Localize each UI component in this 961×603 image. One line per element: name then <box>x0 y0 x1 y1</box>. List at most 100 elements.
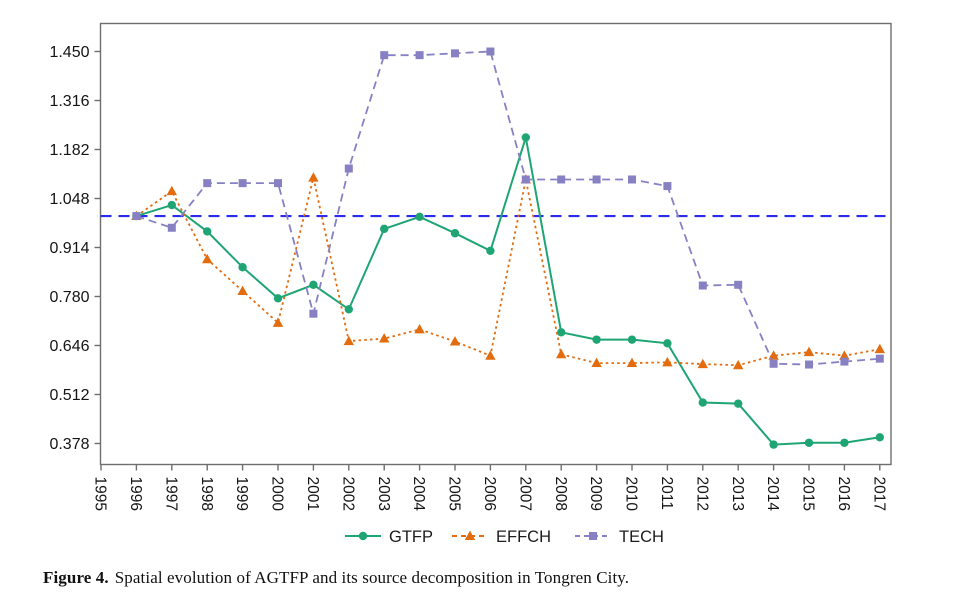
square-marker <box>589 532 597 540</box>
agtfp-line-chart: 1.450 1.316 1.182 1.048 0.914 0.780 0.646 0.512… <box>49 22 892 546</box>
circle-marker <box>557 328 566 337</box>
series-gtfp <box>132 133 884 449</box>
circle-marker <box>344 305 353 314</box>
square-marker <box>380 51 389 60</box>
y-tick-label: 0.512 <box>49 387 89 404</box>
square-marker <box>451 49 459 58</box>
circle-marker <box>358 531 368 541</box>
circle-marker <box>309 280 318 289</box>
figure-caption-label: Figure 4. <box>43 568 109 587</box>
square-marker <box>557 175 566 184</box>
x-tick-label: 2015 <box>800 477 817 511</box>
triangle-marker <box>272 317 284 327</box>
x-tick-label: 2008 <box>552 477 569 511</box>
square-marker <box>344 164 353 173</box>
x-tick-label: 1995 <box>92 477 109 511</box>
triangle-marker <box>237 285 248 296</box>
x-tick-label: 1997 <box>162 477 179 511</box>
legend-label-tech: TECH <box>619 528 664 546</box>
x-tick-label: 2013 <box>729 477 746 511</box>
circle-marker <box>521 133 530 142</box>
plot-frame <box>99 22 892 466</box>
square-marker <box>415 51 424 60</box>
legend-label-gtfp: GTFP <box>389 528 433 546</box>
circle-marker <box>663 339 672 348</box>
square-marker <box>274 179 282 188</box>
x-tick-label: 1999 <box>233 477 250 511</box>
square-marker <box>238 179 247 188</box>
circle-marker <box>804 438 814 447</box>
x-tick-label: 2002 <box>339 477 356 511</box>
circle-marker <box>840 438 849 447</box>
square-marker <box>698 281 707 290</box>
square-marker <box>840 357 849 366</box>
circle-marker <box>415 212 424 221</box>
circle-marker <box>273 294 283 303</box>
y-tick-label: 1.316 <box>49 93 89 110</box>
x-tick-label: 2014 <box>764 477 781 512</box>
triangle-marker <box>839 350 850 360</box>
y-tick-label: 0.914 <box>49 240 89 257</box>
triangle-marker <box>202 253 213 264</box>
y-tick-label: 0.780 <box>49 289 89 306</box>
triangle-marker <box>803 346 815 357</box>
triangle-marker <box>379 333 390 343</box>
circle-marker <box>734 399 743 408</box>
x-tick-label: 2003 <box>375 477 392 511</box>
circle-marker <box>875 433 884 442</box>
series-line-tech <box>136 50 880 366</box>
legend-label-effch: EFFCH <box>496 528 551 546</box>
series-line-gtfp <box>136 137 880 446</box>
triangle-marker <box>464 530 476 540</box>
square-marker <box>875 354 884 363</box>
triangle-marker <box>308 172 319 182</box>
y-tick-label: 1.450 <box>49 44 89 61</box>
triangle-marker <box>556 348 567 359</box>
triangle-marker <box>343 335 354 346</box>
triangle-marker <box>166 185 177 196</box>
x-tick-label: 2010 <box>623 477 640 512</box>
triangle-marker <box>662 356 673 367</box>
legend: GTFP EFFCH TECH <box>345 528 664 546</box>
square-marker <box>663 182 672 191</box>
square-marker <box>203 179 212 188</box>
square-marker <box>486 47 495 56</box>
square-marker <box>805 360 813 369</box>
triangle-marker <box>733 359 744 370</box>
series-tech <box>132 47 884 369</box>
x-tick-label: 2011 <box>658 477 675 510</box>
triangle-marker <box>449 336 461 346</box>
circle-marker <box>486 246 495 255</box>
circle-marker <box>698 398 707 407</box>
square-marker <box>769 359 778 368</box>
legend-item-tech: TECH <box>575 528 664 546</box>
triangle-marker <box>414 324 425 334</box>
y-tick-label: 1.048 <box>49 191 89 208</box>
x-tick-label: 2009 <box>587 477 604 511</box>
circle-marker <box>238 263 247 272</box>
x-tick-label: 2017 <box>870 477 887 511</box>
square-marker <box>309 309 318 318</box>
x-tick-label: 2004 <box>410 477 427 512</box>
square-marker <box>734 280 743 289</box>
x-tick-label: 2005 <box>446 477 463 511</box>
figure-caption-text: Spatial evolution of AGTFP and its sourc… <box>114 568 630 587</box>
square-marker <box>521 175 530 184</box>
y-axis: 1.450 1.316 1.182 1.048 0.914 0.780 0.646 0.512… <box>49 44 101 453</box>
triangle-marker <box>697 358 708 369</box>
x-tick-label: 2012 <box>693 477 710 511</box>
circle-marker <box>167 200 176 210</box>
circle-marker <box>380 224 389 234</box>
circle-marker <box>592 335 601 344</box>
square-marker <box>628 175 636 184</box>
legend-item-effch: EFFCH <box>452 528 551 546</box>
y-tick-label: 1.182 <box>49 142 89 159</box>
x-tick-label: 1998 <box>198 477 215 511</box>
x-tick-label: 2007 <box>516 477 533 511</box>
x-tick-label: 2006 <box>481 477 498 511</box>
circle-marker <box>450 229 460 238</box>
triangle-marker <box>591 357 602 368</box>
x-tick-label: 2016 <box>835 477 852 511</box>
circle-marker <box>769 440 778 449</box>
